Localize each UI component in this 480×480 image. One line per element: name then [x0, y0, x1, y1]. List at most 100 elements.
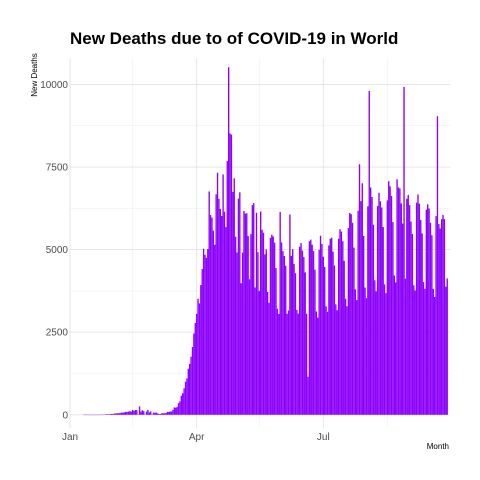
bar: [134, 410, 137, 415]
y-axis-label: New Deaths: [30, 53, 39, 97]
bar: [116, 413, 118, 415]
bar: [397, 187, 400, 415]
bar: [304, 272, 306, 415]
bar: [157, 413, 159, 415]
bar: [148, 412, 150, 415]
bar: [244, 213, 247, 415]
bar: [420, 219, 422, 415]
bar: [385, 293, 387, 415]
bar: [140, 411, 142, 415]
bar: [241, 252, 244, 415]
bar: [411, 234, 414, 415]
bar: [230, 134, 233, 415]
bar: [115, 413, 117, 415]
bar: [112, 413, 114, 415]
bar: [126, 411, 128, 415]
bar: [229, 133, 231, 415]
bar: [429, 222, 432, 415]
bar: [180, 395, 183, 415]
bar: [298, 246, 301, 415]
bar: [403, 86, 405, 415]
bar: [418, 203, 421, 415]
bar: [195, 314, 198, 415]
bar: [388, 181, 390, 415]
bar: [223, 211, 226, 415]
bar: [177, 403, 180, 415]
bar: [191, 347, 194, 415]
bar: [276, 308, 279, 415]
bar: [392, 222, 394, 415]
bar: [372, 224, 375, 415]
bar: [246, 213, 248, 415]
bar: [265, 249, 267, 415]
bar: [268, 302, 270, 415]
bar: [271, 234, 273, 415]
bar: [422, 282, 425, 415]
bar: [173, 407, 176, 415]
bar: [131, 409, 134, 415]
bar: [189, 363, 191, 415]
bar: [353, 247, 355, 415]
bar: [285, 265, 287, 415]
bar: [440, 219, 443, 415]
bar: [240, 283, 242, 415]
bar: [216, 172, 219, 415]
y-tick-label: 0: [62, 410, 68, 421]
bar: [321, 243, 323, 415]
bar: [413, 285, 415, 415]
bar: [105, 414, 107, 415]
y-tick-label: 5000: [46, 245, 69, 256]
x-tick-label: Jan: [62, 432, 78, 443]
bar: [193, 333, 195, 415]
bar: [123, 412, 125, 415]
bar: [254, 287, 256, 415]
bar: [358, 164, 361, 415]
bar: [329, 238, 331, 415]
bar: [236, 252, 238, 415]
bar: [371, 196, 373, 415]
bar: [205, 257, 208, 415]
bar: [169, 411, 171, 415]
bar: [438, 224, 440, 415]
bar: [269, 237, 272, 415]
bar: [111, 413, 113, 415]
bar: [369, 187, 372, 415]
bar: [410, 221, 412, 415]
bar: [161, 413, 163, 415]
bar: [361, 183, 363, 415]
bar: [425, 209, 427, 415]
bar: [163, 413, 166, 415]
bar: [287, 310, 290, 415]
bar: [326, 311, 329, 415]
bar: [439, 228, 441, 415]
bar: [184, 381, 187, 415]
bar: [290, 255, 292, 415]
bar: [127, 411, 130, 415]
bar: [383, 284, 386, 415]
bar: [375, 291, 377, 415]
bar: [182, 393, 184, 415]
bar: [243, 210, 245, 415]
bar: [247, 236, 249, 415]
bar: [155, 412, 157, 415]
bar: [319, 235, 322, 415]
bar: [408, 205, 411, 415]
bar: [293, 263, 295, 415]
y-tick-label: 10000: [40, 80, 68, 91]
bar: [330, 237, 333, 415]
bar: [211, 217, 213, 415]
bar: [297, 313, 299, 415]
bar: [401, 223, 404, 415]
bar: [325, 306, 327, 415]
bar: [234, 236, 237, 415]
bar: [133, 410, 135, 415]
bar: [421, 233, 423, 415]
bar: [344, 298, 347, 415]
bar: [340, 231, 343, 415]
bar: [251, 205, 254, 415]
bar: [314, 269, 316, 415]
bar: [393, 275, 395, 415]
bar: [237, 198, 240, 415]
bar: [170, 411, 173, 415]
